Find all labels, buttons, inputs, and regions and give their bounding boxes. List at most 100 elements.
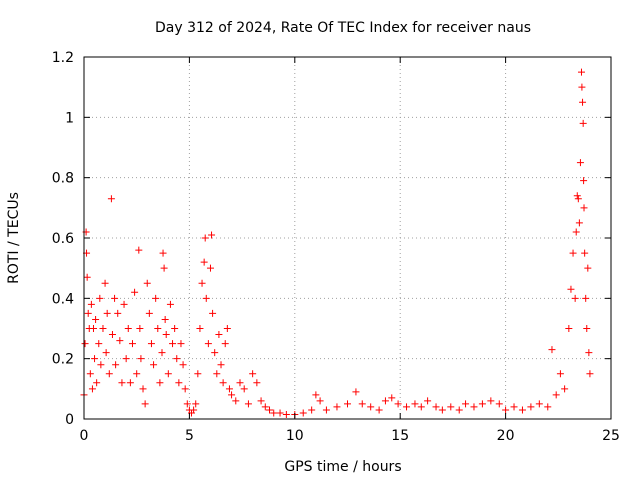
data-point bbox=[333, 403, 341, 411]
data-point bbox=[580, 177, 588, 185]
y-tick-label: 0 bbox=[65, 412, 74, 428]
data-point bbox=[316, 397, 324, 405]
data-point bbox=[575, 219, 583, 227]
y-tick-label: 1 bbox=[65, 110, 74, 126]
data-point bbox=[561, 385, 569, 393]
data-point bbox=[411, 400, 419, 408]
data-point bbox=[266, 406, 274, 414]
data-point bbox=[579, 119, 587, 127]
data-point bbox=[175, 379, 183, 387]
data-point bbox=[583, 325, 591, 332]
data-point bbox=[344, 400, 351, 408]
data-point bbox=[548, 346, 556, 354]
data-point bbox=[352, 388, 360, 396]
data-point bbox=[232, 397, 240, 405]
data-point bbox=[81, 340, 89, 348]
data-point bbox=[101, 279, 109, 287]
data-point bbox=[394, 400, 402, 408]
data-point bbox=[89, 325, 97, 332]
data-point bbox=[99, 325, 107, 332]
data-point bbox=[565, 325, 573, 332]
data-point bbox=[552, 391, 560, 399]
data-point bbox=[154, 325, 162, 332]
data-point bbox=[91, 355, 99, 363]
data-point bbox=[181, 385, 189, 393]
data-point bbox=[128, 340, 136, 348]
data-point bbox=[447, 403, 455, 411]
data-point bbox=[83, 273, 91, 281]
data-point bbox=[160, 264, 168, 272]
data-point bbox=[578, 83, 586, 91]
data-point bbox=[105, 370, 113, 378]
data-point bbox=[567, 285, 575, 293]
data-point bbox=[133, 370, 141, 378]
data-point bbox=[166, 300, 174, 308]
data-point bbox=[312, 391, 320, 399]
data-point bbox=[577, 68, 585, 76]
data-point bbox=[198, 279, 206, 287]
data-point bbox=[569, 249, 577, 257]
data-point bbox=[84, 309, 92, 317]
data-point bbox=[159, 249, 167, 257]
data-point bbox=[240, 385, 248, 393]
data-point bbox=[111, 294, 119, 302]
data-point bbox=[171, 325, 179, 332]
data-point bbox=[131, 288, 139, 296]
data-point bbox=[257, 397, 265, 405]
data-point bbox=[206, 264, 214, 272]
data-point bbox=[173, 355, 181, 363]
data-point bbox=[586, 370, 594, 378]
data-point bbox=[403, 403, 411, 411]
data-point bbox=[470, 403, 478, 411]
data-point bbox=[112, 361, 120, 369]
data-point bbox=[120, 300, 128, 308]
data-point bbox=[161, 315, 169, 323]
data-point bbox=[510, 403, 518, 411]
data-point bbox=[253, 379, 261, 387]
data-point bbox=[582, 294, 590, 302]
data-point bbox=[322, 406, 330, 414]
data-point bbox=[192, 400, 200, 408]
data-point bbox=[236, 379, 244, 387]
data-point bbox=[87, 300, 95, 308]
x-tick-label: 0 bbox=[80, 428, 89, 444]
data-point bbox=[424, 397, 432, 405]
x-tick-label: 15 bbox=[391, 428, 409, 444]
data-point bbox=[143, 279, 151, 287]
data-point bbox=[502, 406, 510, 414]
data-point bbox=[573, 192, 581, 200]
data-point bbox=[201, 234, 209, 242]
data-point bbox=[270, 409, 278, 417]
data-point bbox=[535, 400, 543, 408]
data-point bbox=[574, 195, 582, 203]
data-point bbox=[114, 309, 122, 317]
y-tick-label: 1.2 bbox=[52, 50, 74, 66]
data-point bbox=[156, 379, 164, 387]
data-point bbox=[375, 406, 383, 414]
data-points bbox=[80, 68, 594, 418]
data-point bbox=[107, 195, 115, 203]
x-tick-label: 10 bbox=[286, 428, 304, 444]
data-point bbox=[417, 403, 425, 411]
data-point bbox=[299, 409, 307, 417]
data-point bbox=[432, 403, 440, 411]
data-point bbox=[200, 258, 208, 266]
data-point bbox=[118, 379, 126, 387]
y-tick-label: 0.2 bbox=[52, 352, 74, 368]
y-tick-label: 0.6 bbox=[52, 231, 74, 247]
data-point bbox=[381, 397, 389, 405]
data-point bbox=[145, 309, 153, 317]
data-point bbox=[276, 409, 284, 417]
chart-title: Day 312 of 2024, Rate Of TEC Index for r… bbox=[155, 20, 531, 36]
data-point bbox=[388, 394, 396, 402]
data-point bbox=[208, 231, 216, 239]
data-point bbox=[217, 361, 225, 369]
data-point bbox=[308, 406, 316, 414]
data-point bbox=[367, 403, 375, 411]
data-point bbox=[126, 379, 134, 387]
data-point bbox=[137, 355, 145, 363]
data-point bbox=[169, 340, 177, 348]
data-point bbox=[438, 406, 446, 414]
